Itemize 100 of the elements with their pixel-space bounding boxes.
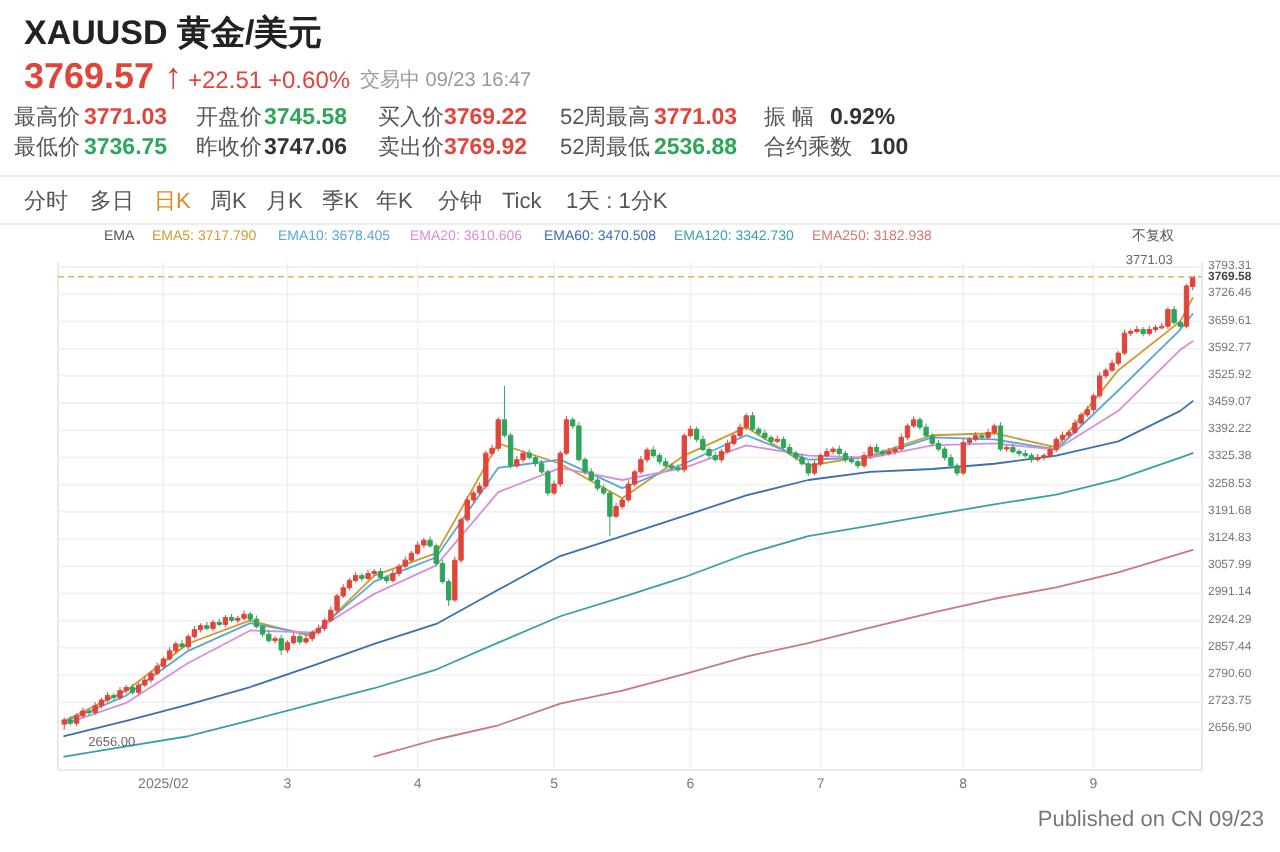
candlestick <box>718 448 725 464</box>
candlestick <box>284 639 291 654</box>
candlestick <box>669 462 675 472</box>
text: 卖出价 <box>378 134 444 160</box>
candlestick <box>861 451 867 469</box>
chart-title: XAUUSD 黄金/美元 <box>24 14 323 52</box>
candlestick <box>749 411 756 432</box>
text: 2536.88 <box>654 136 739 160</box>
candlestick <box>383 574 390 584</box>
candlestick <box>204 621 210 631</box>
text: 周K <box>210 190 248 214</box>
candlestick <box>793 450 799 461</box>
candlestick <box>334 592 340 614</box>
candlestick <box>266 629 272 644</box>
candlestick <box>545 468 551 497</box>
candlestick <box>818 452 824 468</box>
candlestick <box>371 568 377 577</box>
candlestick <box>762 429 768 441</box>
candlestick <box>222 614 229 628</box>
candlestick <box>297 633 303 646</box>
candlestick <box>743 412 749 431</box>
text: 买入价 <box>378 104 444 130</box>
candlestick <box>681 432 687 474</box>
text: 3769.22 <box>444 106 528 130</box>
candlestick <box>123 684 129 695</box>
candlestick <box>1022 449 1028 459</box>
candlestick <box>129 683 136 695</box>
candlestick <box>650 445 656 459</box>
candlestick <box>148 670 154 684</box>
text: 3771.03 <box>84 106 168 130</box>
candlestick <box>259 623 266 638</box>
candlestick <box>520 450 526 464</box>
candlestick <box>67 715 74 726</box>
candlestick <box>935 439 942 452</box>
text: 0.92% <box>830 106 896 130</box>
candlestick <box>954 462 960 477</box>
candlestick <box>662 457 669 469</box>
candlestick <box>80 706 86 719</box>
candlestick <box>278 634 284 656</box>
candlestick <box>210 619 216 632</box>
candlestick <box>1183 283 1190 329</box>
candlestick <box>253 614 260 629</box>
candlestick <box>960 438 966 476</box>
candlestick <box>92 701 98 716</box>
candlestick <box>1004 444 1010 453</box>
text: +0.60% <box>268 66 351 94</box>
candlestick <box>1047 445 1053 459</box>
candlestick <box>247 611 253 623</box>
text: 100 <box>870 136 909 160</box>
candlestick <box>979 432 985 441</box>
candlestick <box>402 555 408 569</box>
text: 季K <box>322 188 360 214</box>
candlestick <box>917 416 923 431</box>
candlestick <box>309 629 315 642</box>
candlestick <box>104 691 111 703</box>
candlestick <box>532 454 539 468</box>
text: 年K <box>376 190 414 214</box>
text: 3747.06 <box>264 136 348 160</box>
candlestick <box>1152 324 1159 333</box>
candlestick <box>197 622 204 634</box>
candlestick <box>483 450 489 490</box>
candlestick <box>855 458 861 470</box>
text: 52周最低 <box>560 136 651 160</box>
candlestick <box>724 439 731 455</box>
line-series <box>373 549 1194 758</box>
text: +22.51 <box>188 66 263 94</box>
candlestick <box>117 686 123 701</box>
candlestick <box>1146 325 1152 337</box>
text: 3769.92 <box>444 136 528 160</box>
line-series <box>63 452 1194 758</box>
candlestick <box>774 435 780 444</box>
candlestick <box>849 455 855 465</box>
candlestick <box>613 502 619 519</box>
candlestick <box>886 447 892 457</box>
candlestick <box>173 640 179 655</box>
text: 3769.57 ↑ <box>24 56 183 96</box>
candlestick <box>1028 452 1035 464</box>
candlestick <box>315 624 322 636</box>
candlestick <box>303 634 309 645</box>
candlestick <box>873 443 880 455</box>
text: 1天 : 1分K <box>566 190 669 214</box>
candlestick <box>1171 305 1177 326</box>
candlestick <box>1053 436 1059 453</box>
text: 最低价 <box>14 136 80 160</box>
candlestick <box>185 633 191 651</box>
text: 日K <box>154 190 192 214</box>
candlestick <box>216 618 222 627</box>
candlestick <box>985 428 991 440</box>
candlestick <box>942 446 948 461</box>
candlestick <box>154 662 160 676</box>
candlestick <box>365 569 371 581</box>
candlestick <box>514 455 520 469</box>
candlestick <box>142 675 148 688</box>
candlestick <box>780 436 787 451</box>
candlestick <box>359 572 365 582</box>
candlestick <box>346 577 353 592</box>
candlestick <box>712 451 718 463</box>
candlestick <box>824 447 830 459</box>
candlestick <box>241 610 247 621</box>
candlestick <box>1165 306 1171 330</box>
